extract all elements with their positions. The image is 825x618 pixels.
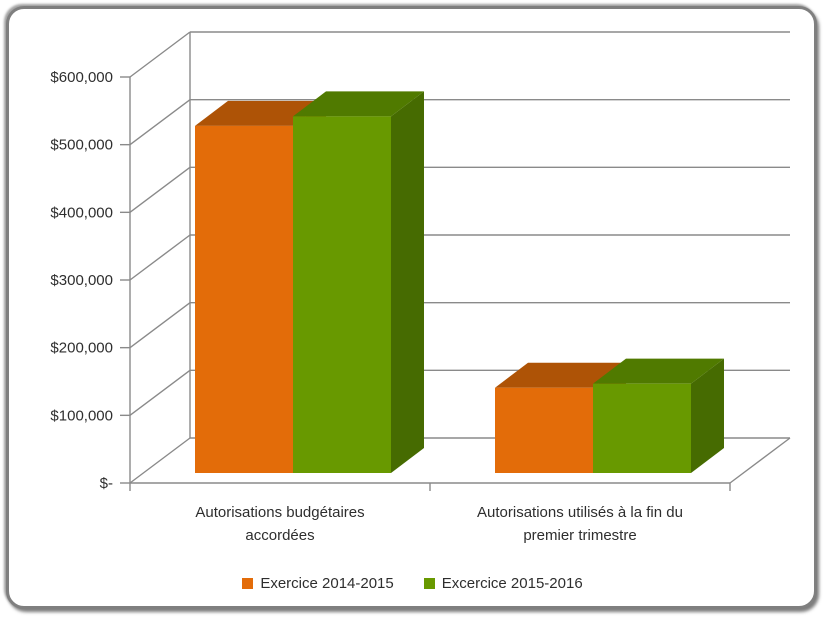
chart-legend: Exercice 2014-2015 Excercice 2015-2016	[0, 575, 825, 592]
floor-right-edge	[729, 437, 791, 484]
legend-item-exercice-2014-2015: Exercice 2014-2015	[242, 575, 394, 592]
bar-top-face	[293, 91, 424, 117]
bar-side-face	[391, 91, 424, 473]
legend-swatch-green	[423, 578, 435, 589]
legend-item-excercice-2015-2016: Excercice 2015-2016	[423, 575, 583, 592]
category-label: Autorisations utilisés à la fin du	[477, 504, 683, 521]
legend-swatch-orange	[242, 578, 254, 589]
y-axis-label: $100,000	[50, 407, 113, 424]
bar	[593, 383, 691, 473]
y-axis-label: $200,000	[50, 340, 113, 357]
gridline-diagonal	[129, 302, 191, 349]
gridline-diagonal	[129, 99, 191, 146]
bar-side-face	[691, 358, 724, 473]
gridline-diagonal	[129, 166, 191, 213]
gridline-diagonal	[129, 31, 191, 78]
bar-top-face	[593, 358, 724, 384]
y-axis-label: $600,000	[50, 69, 113, 86]
bar	[293, 116, 391, 473]
gridline-diagonal	[129, 437, 191, 484]
legend-label: Excercice 2015-2016	[441, 575, 583, 592]
category-label: premier trimestre	[523, 527, 636, 544]
legend-label: Exercice 2014-2015	[260, 575, 394, 592]
y-axis-label: $-	[100, 475, 113, 492]
bar	[195, 125, 293, 474]
y-axis-label: $300,000	[50, 272, 113, 289]
bar-top-face	[495, 362, 626, 388]
gridline-diagonal	[129, 234, 191, 281]
bar	[495, 387, 593, 473]
y-axis-label: $400,000	[50, 204, 113, 221]
gridline-diagonal	[129, 369, 191, 416]
category-label: accordées	[245, 527, 314, 544]
y-axis-label: $500,000	[50, 137, 113, 154]
category-label: Autorisations budgétaires	[195, 504, 364, 521]
